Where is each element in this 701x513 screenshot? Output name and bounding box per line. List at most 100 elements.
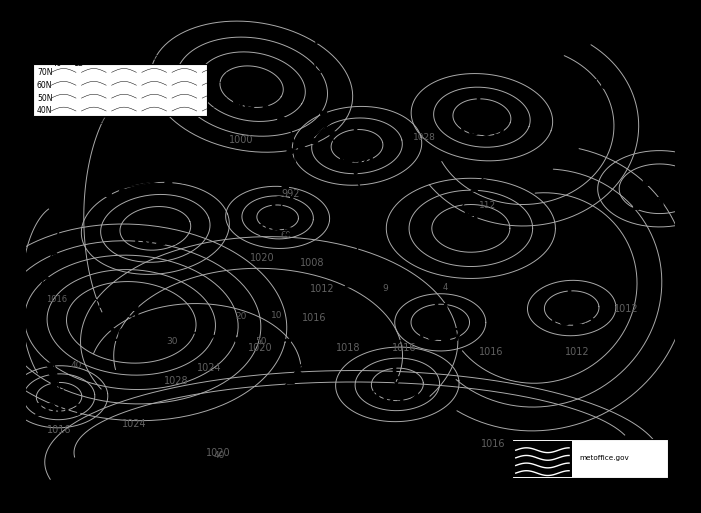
Polygon shape <box>43 275 49 280</box>
Circle shape <box>165 181 172 186</box>
Polygon shape <box>350 337 358 341</box>
Text: 1008: 1008 <box>300 258 325 268</box>
Polygon shape <box>122 313 128 318</box>
Text: 40: 40 <box>51 58 62 68</box>
Text: 1018: 1018 <box>572 78 611 92</box>
Polygon shape <box>471 187 478 191</box>
Text: 40N: 40N <box>37 107 53 115</box>
Text: L: L <box>640 171 653 190</box>
Text: 1017: 1017 <box>415 327 465 345</box>
Polygon shape <box>311 338 318 342</box>
Polygon shape <box>158 325 164 330</box>
Text: 40: 40 <box>70 361 81 370</box>
Polygon shape <box>346 160 353 165</box>
Polygon shape <box>289 161 296 167</box>
Polygon shape <box>316 28 323 33</box>
Text: 1015: 1015 <box>547 312 597 330</box>
Text: 985: 985 <box>257 222 294 240</box>
Circle shape <box>256 163 263 167</box>
Text: 1020: 1020 <box>248 343 273 352</box>
Circle shape <box>275 197 283 202</box>
Circle shape <box>234 100 240 105</box>
Text: 1020: 1020 <box>205 448 230 458</box>
Bar <box>512 439 668 478</box>
Polygon shape <box>146 322 152 326</box>
Circle shape <box>51 381 57 386</box>
Text: 1016: 1016 <box>302 312 327 323</box>
Text: 992: 992 <box>281 189 300 199</box>
Circle shape <box>270 159 277 163</box>
Polygon shape <box>389 339 396 344</box>
Text: 1030: 1030 <box>107 327 156 345</box>
Polygon shape <box>315 59 322 65</box>
Polygon shape <box>217 445 224 450</box>
Polygon shape <box>376 338 383 342</box>
Text: 10: 10 <box>97 117 107 126</box>
Text: 70N: 70N <box>37 68 53 77</box>
Polygon shape <box>316 38 322 44</box>
Text: L: L <box>566 288 578 307</box>
Polygon shape <box>54 242 60 246</box>
Polygon shape <box>287 379 294 384</box>
Polygon shape <box>280 388 287 392</box>
Circle shape <box>311 139 318 144</box>
Polygon shape <box>324 121 331 127</box>
Polygon shape <box>320 331 328 337</box>
Text: 994: 994 <box>339 152 376 170</box>
Text: L: L <box>350 128 363 147</box>
Text: L: L <box>149 207 161 226</box>
Polygon shape <box>247 339 254 343</box>
Text: 10: 10 <box>271 311 282 320</box>
Polygon shape <box>357 179 364 184</box>
Text: 1012: 1012 <box>310 284 334 294</box>
Text: 1012: 1012 <box>614 305 639 314</box>
Polygon shape <box>315 48 322 54</box>
Polygon shape <box>362 220 369 226</box>
Text: 50N: 50N <box>37 93 53 103</box>
Circle shape <box>299 146 306 151</box>
Text: 4: 4 <box>442 284 447 292</box>
Circle shape <box>210 172 217 177</box>
Polygon shape <box>308 351 315 356</box>
Text: 50: 50 <box>256 337 267 346</box>
Polygon shape <box>49 259 55 263</box>
Polygon shape <box>360 231 367 236</box>
Text: 80: 80 <box>51 117 62 126</box>
Circle shape <box>53 391 59 396</box>
Text: 25: 25 <box>74 117 83 126</box>
Polygon shape <box>315 69 321 75</box>
Circle shape <box>287 149 294 153</box>
Polygon shape <box>361 189 368 195</box>
Polygon shape <box>233 338 240 342</box>
Polygon shape <box>220 337 227 341</box>
Polygon shape <box>272 396 279 401</box>
Polygon shape <box>363 210 370 215</box>
Polygon shape <box>355 252 362 258</box>
Polygon shape <box>111 308 116 313</box>
Text: 1000: 1000 <box>229 135 254 145</box>
Circle shape <box>281 126 288 131</box>
Polygon shape <box>316 101 323 106</box>
Text: 1012: 1012 <box>371 389 421 407</box>
Circle shape <box>225 169 231 174</box>
Polygon shape <box>259 340 266 344</box>
Circle shape <box>36 325 43 329</box>
Text: 1016: 1016 <box>47 425 72 435</box>
Polygon shape <box>170 328 176 333</box>
Circle shape <box>322 130 329 135</box>
Circle shape <box>120 189 126 194</box>
Text: 1016: 1016 <box>393 343 416 352</box>
Polygon shape <box>331 312 338 318</box>
Text: L: L <box>269 198 282 216</box>
Polygon shape <box>57 233 62 238</box>
Polygon shape <box>301 360 308 365</box>
Text: L: L <box>390 364 402 383</box>
Polygon shape <box>320 111 327 116</box>
Polygon shape <box>349 272 356 278</box>
Polygon shape <box>208 335 215 340</box>
Text: 40: 40 <box>213 451 225 461</box>
Bar <box>513 441 572 477</box>
Polygon shape <box>89 296 95 301</box>
Polygon shape <box>325 322 333 327</box>
Text: 20: 20 <box>236 312 247 321</box>
